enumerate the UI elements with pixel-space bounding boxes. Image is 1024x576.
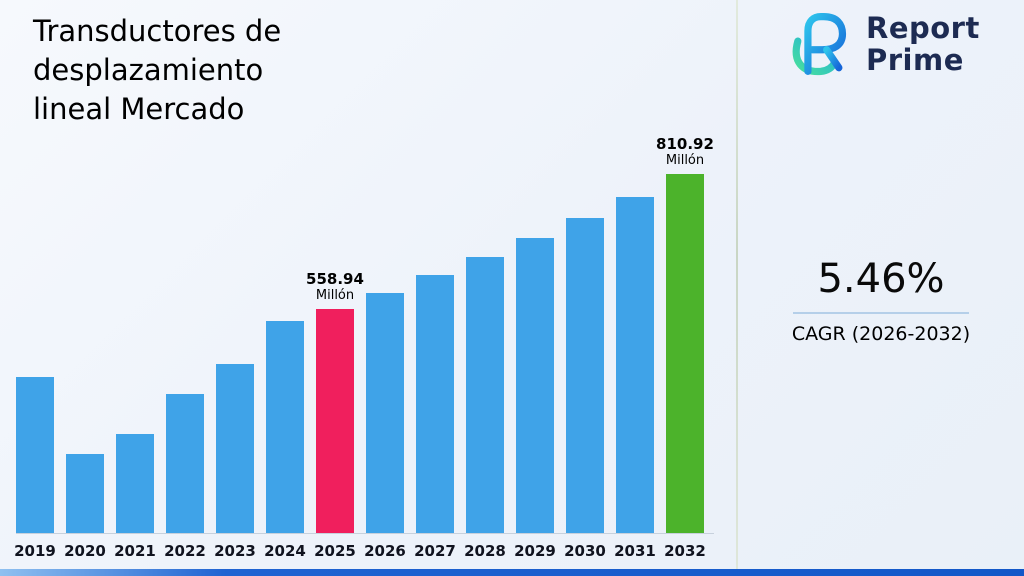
- bar-2027: [416, 275, 454, 534]
- bar-2029: [516, 238, 554, 534]
- cagr-label: CAGR (2026-2032): [791, 323, 971, 345]
- x-axis-label-2020: 2020: [64, 542, 106, 560]
- x-axis-label-2023: 2023: [214, 542, 256, 560]
- vertical-divider: [736, 0, 738, 569]
- x-axis-label-2027: 2027: [414, 542, 456, 560]
- bar-column-2019: 2019: [14, 377, 56, 564]
- bar-column-2026: 2026: [364, 293, 406, 564]
- bar-value-text: 558.94: [306, 270, 364, 288]
- bar-column-2025: 558.94 Millón 2025: [306, 270, 364, 564]
- bar-column-2027: 2027: [414, 275, 456, 564]
- bar-2030: [566, 218, 604, 534]
- x-axis-label-2026: 2026: [364, 542, 406, 560]
- logo-text-prime: Prime: [866, 43, 964, 77]
- x-axis-label-2031: 2031: [614, 542, 656, 560]
- bar-column-2031: 2031: [614, 197, 656, 564]
- bar-chart: 2019 2020 2021 2022 2023 2024 558.94 Millón 2025…: [14, 135, 714, 564]
- x-axis-label-2028: 2028: [464, 542, 506, 560]
- x-axis-label-2024: 2024: [264, 542, 306, 560]
- x-axis-label-2029: 2029: [514, 542, 556, 560]
- x-axis-label-2025: 2025: [314, 542, 356, 560]
- report-prime-logo-icon: [792, 13, 847, 75]
- logo-wordmark: Report Prime: [866, 12, 980, 76]
- bar-column-2028: 2028: [464, 257, 506, 564]
- chart-title-line2: desplazamiento: [33, 53, 264, 87]
- bar-unit-text: Millón: [665, 153, 705, 168]
- bar-column-2021: 2021: [114, 434, 156, 564]
- bar-value-label-2025: 558.94 Millón: [285, 270, 385, 303]
- x-axis-label-2021: 2021: [114, 542, 156, 560]
- bar-2020: [66, 454, 104, 534]
- bar-value-text: 810.92: [656, 135, 714, 153]
- bar-value-label-2032: 810.92 Millón: [635, 135, 735, 168]
- bar-2021: [116, 434, 154, 534]
- bar-column-2024: 2024: [264, 321, 306, 564]
- bar-column-2030: 2030: [564, 218, 606, 564]
- bar-column-2022: 2022: [164, 394, 206, 564]
- x-axis-line: [16, 533, 714, 534]
- chart-title: Transductores de desplazamiento lineal M…: [33, 12, 281, 129]
- chart-title-line3: lineal Mercado: [33, 92, 245, 126]
- bar-column-2032: 810.92 Millón 2032: [656, 135, 714, 564]
- bar-2022: [166, 394, 204, 534]
- bar-column-2023: 2023: [214, 364, 256, 564]
- bottom-accent-bar: [0, 569, 1024, 576]
- chart-title-line1: Transductores de: [33, 14, 282, 48]
- bar-2025: [316, 309, 354, 534]
- bar-2026: [366, 293, 404, 534]
- bar-unit-text: Millón: [315, 288, 355, 303]
- cagr-underline: [793, 312, 969, 314]
- bar-2024: [266, 321, 304, 534]
- bar-2032: [666, 174, 704, 534]
- bar-2028: [466, 257, 504, 534]
- x-axis-label-2019: 2019: [14, 542, 56, 560]
- brand-logo: Report Prime: [780, 8, 980, 80]
- cagr-panel: 5.46% CAGR (2026-2032): [738, 0, 1024, 345]
- bar-2019: [16, 377, 54, 534]
- bar-2031: [616, 197, 654, 534]
- logo-text-report: Report: [866, 11, 980, 45]
- cagr-value: 5.46%: [817, 256, 945, 302]
- x-axis-label-2032: 2032: [664, 542, 706, 560]
- bar-2023: [216, 364, 254, 534]
- x-axis-label-2022: 2022: [164, 542, 206, 560]
- bars: 2019 2020 2021 2022 2023 2024 558.94 Millón 2025…: [14, 135, 714, 564]
- x-axis-label-2030: 2030: [564, 542, 606, 560]
- bar-column-2020: 2020: [64, 454, 106, 564]
- bar-column-2029: 2029: [514, 238, 556, 564]
